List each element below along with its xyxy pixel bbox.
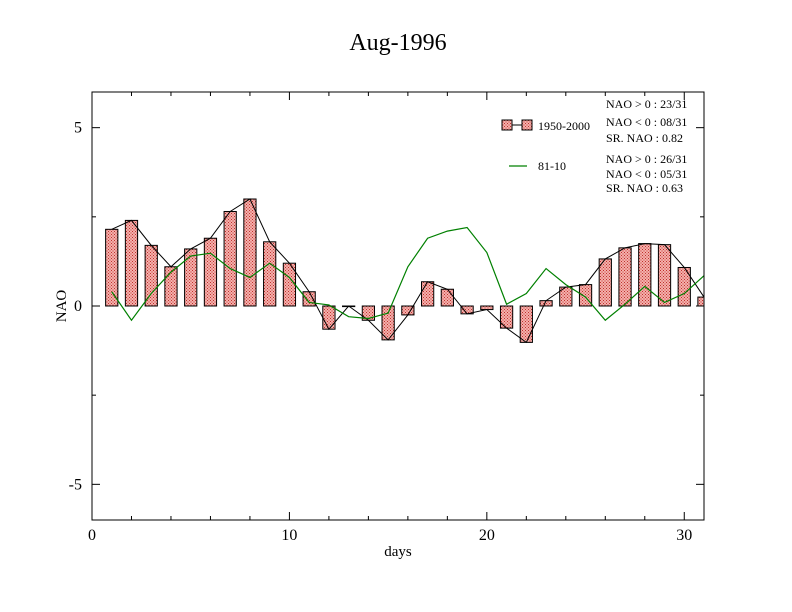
bar-1950-2000-day-5	[184, 248, 198, 307]
bar-1950-2000-day-26	[598, 258, 612, 307]
bar-1950-2000-day-12	[322, 305, 336, 330]
bar-1950-2000-day-22	[519, 305, 533, 343]
bar-1950-2000-day-20	[480, 305, 494, 311]
legend-label-81-10: 81-10	[538, 159, 566, 173]
legend-swatch-bar	[501, 119, 513, 131]
bar-1950-2000-day-9	[263, 241, 277, 307]
legend-stat-1-2: SR. NAO : 0.63	[606, 181, 683, 195]
bar-1950-2000-day-28	[638, 243, 652, 307]
x-axis-label: days	[384, 544, 412, 560]
bar-1950-2000-day-3	[144, 244, 158, 307]
y-tick-label: 5	[74, 120, 82, 137]
y-axis-label: NAO	[54, 290, 70, 323]
bar-1950-2000-day-6	[203, 237, 218, 307]
bar-1950-2000-day-29	[657, 244, 672, 307]
x-tick-label: 20	[479, 527, 495, 544]
x-tick-label: 30	[676, 527, 692, 544]
legend-stat-1-0: NAO > 0 : 26/31	[606, 152, 687, 166]
bar-1950-2000-day-7	[223, 210, 237, 307]
legend-stat-0-2: SR. NAO : 0.82	[606, 131, 683, 145]
bar-1950-2000-day-27	[618, 247, 632, 307]
x-tick-label: 0	[88, 527, 96, 544]
legend-stat-0-0: NAO > 0 : 23/31	[606, 97, 687, 111]
legend-label-1950-2000: 1950-2000	[538, 119, 590, 133]
axes: 0 10 20 30 -5 0 5	[69, 92, 704, 544]
chart-title: Aug-1996	[349, 30, 446, 56]
bar-1950-2000-day-31	[697, 296, 704, 307]
bar-1950-2000-day-1	[105, 228, 119, 307]
series-line-81-10	[111, 226, 704, 322]
legend-swatch-bar-2	[521, 119, 533, 131]
series-line-1950-2000	[111, 198, 704, 344]
y-tick-label: 0	[74, 298, 82, 315]
legend-stat-0-1: NAO < 0 : 08/31	[606, 115, 687, 129]
x-tick-label: 10	[281, 527, 297, 544]
bar-1950-2000-day-21	[499, 305, 514, 329]
bar-1950-2000-day-18	[440, 288, 454, 307]
y-tick-label: -5	[69, 476, 82, 493]
plot-area	[105, 198, 704, 344]
legend: 1950-2000 81-10 NAO > 0 : 23/31 NAO < 0 : 0…	[501, 97, 687, 195]
legend-stat-1-1: NAO < 0 : 05/31	[606, 167, 687, 181]
bar-1950-2000-day-8	[243, 198, 257, 307]
bar-1950-2000-day-17	[420, 281, 435, 307]
bar-1950-2000-day-2	[124, 219, 139, 307]
